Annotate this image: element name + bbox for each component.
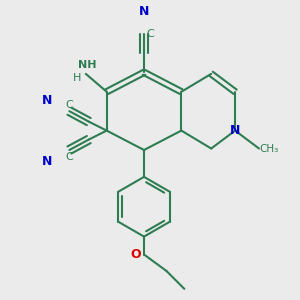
Text: N: N	[42, 94, 52, 107]
Text: C: C	[65, 152, 73, 162]
Text: C: C	[147, 28, 154, 38]
Text: O: O	[130, 248, 141, 261]
Text: N: N	[42, 155, 52, 168]
Text: N: N	[230, 124, 240, 137]
Text: C: C	[65, 100, 73, 110]
Text: NH: NH	[78, 61, 97, 70]
Text: CH₃: CH₃	[259, 143, 278, 154]
Text: H: H	[73, 73, 82, 83]
Text: N: N	[139, 4, 149, 18]
